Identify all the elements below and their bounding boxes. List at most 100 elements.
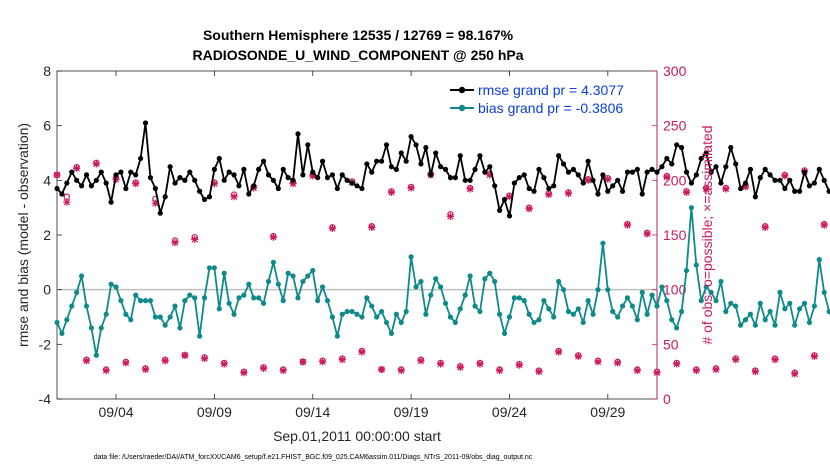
rmse-point <box>619 188 626 194</box>
bias-point <box>767 308 773 315</box>
obs-assimilated-point <box>220 360 228 368</box>
x-tick-label: 09/24 <box>492 404 527 420</box>
bias-point <box>585 298 591 304</box>
obs-assimilated-point <box>368 223 376 231</box>
bias-point <box>138 298 144 304</box>
rmse-point <box>182 177 188 183</box>
rmse-point <box>654 169 660 175</box>
bias-point <box>595 287 601 293</box>
rmse-point <box>556 153 562 159</box>
y-right-tick-label: 150 <box>663 227 687 243</box>
rmse-point <box>369 169 375 175</box>
rmse-point <box>157 210 163 216</box>
bias-point <box>359 314 365 320</box>
bias-point <box>192 295 198 301</box>
rmse-point <box>624 169 631 175</box>
rmse-point <box>388 164 395 170</box>
bias-point <box>536 317 542 323</box>
bias-point <box>241 292 247 298</box>
rmse-point <box>757 175 763 181</box>
legend-bias-label: bias grand pr = -0.3806 <box>478 100 623 116</box>
bias-point <box>575 306 581 312</box>
bias-point <box>142 298 149 304</box>
rmse-point <box>742 180 749 186</box>
bias-point <box>423 311 429 317</box>
rmse-point <box>511 180 517 186</box>
rmse-point <box>211 166 217 172</box>
rmse-point <box>118 169 124 175</box>
chart-title-line1: Southern Hemisphere 12535 / 12769 = 98.1… <box>203 27 514 43</box>
y-right-tick-label: 250 <box>663 118 687 134</box>
bias-point <box>801 300 808 306</box>
rmse-point <box>585 158 591 164</box>
rmse-point <box>138 155 144 162</box>
rmse-point <box>728 144 734 151</box>
rmse-point <box>595 191 601 197</box>
obs-assimilated-point <box>466 185 474 193</box>
bias-point <box>629 303 636 309</box>
rmse-point <box>693 172 699 178</box>
rmse-point <box>349 180 355 186</box>
rmse-point <box>610 183 616 189</box>
bias-point <box>521 298 527 304</box>
rmse-point <box>197 188 203 194</box>
bias-point <box>256 295 262 301</box>
bias-point <box>526 311 532 317</box>
bias-point <box>541 298 547 304</box>
bias-point <box>447 314 454 320</box>
rmse-point <box>305 142 311 148</box>
bias-point <box>300 278 306 285</box>
bias-point <box>270 259 276 265</box>
bias-point <box>560 287 567 293</box>
rmse-point <box>501 196 508 203</box>
bias-point <box>565 308 572 315</box>
bias-point <box>428 292 434 298</box>
bias-point <box>688 205 695 211</box>
rmse-point <box>718 180 724 186</box>
rmse-point <box>649 166 655 172</box>
rmse-point <box>787 177 793 183</box>
bias-point <box>275 281 281 287</box>
rmse-point <box>374 158 380 164</box>
y-tick-label: 0 <box>43 282 51 298</box>
obs-assimilated-point <box>240 369 248 377</box>
rmse-point <box>334 185 340 192</box>
plot-frame <box>56 70 658 400</box>
bias-point <box>492 278 498 285</box>
bias-point <box>649 292 655 298</box>
obs-assimilated-point <box>820 221 828 229</box>
rmse-point <box>708 169 714 175</box>
rmse-point <box>398 150 404 156</box>
rmse-point <box>260 158 267 164</box>
obs-assimilated-point <box>82 357 91 365</box>
rmse-point <box>423 144 429 151</box>
bias-point <box>816 257 822 263</box>
bias-point <box>187 292 193 298</box>
obs-assimilated-point <box>191 235 199 243</box>
obs-assimilated-point <box>653 369 661 377</box>
obs-assimilated-point <box>673 360 681 368</box>
rmse-point <box>201 196 208 203</box>
rmse-point <box>192 177 198 183</box>
bias-point <box>280 298 286 304</box>
rmse-point <box>300 172 306 178</box>
rmse-point <box>600 172 606 178</box>
bias-point <box>251 295 257 301</box>
rmse-point <box>256 166 262 172</box>
bias-point <box>310 267 316 274</box>
bias-point <box>418 278 424 285</box>
obs-assimilated-point <box>132 180 140 188</box>
bias-point <box>472 303 478 309</box>
bias-point <box>570 311 576 317</box>
rmse-point <box>580 180 586 186</box>
bias-point <box>182 298 188 304</box>
bias-point <box>59 330 65 336</box>
bias-point <box>54 319 60 326</box>
obs-assimilated-point <box>446 212 455 221</box>
rmse-point <box>329 172 336 178</box>
bias-point <box>747 311 754 317</box>
y-tick-label: 4 <box>43 172 51 188</box>
bias-point <box>669 317 675 323</box>
bias-point <box>654 303 660 309</box>
rmse-point <box>782 185 788 192</box>
